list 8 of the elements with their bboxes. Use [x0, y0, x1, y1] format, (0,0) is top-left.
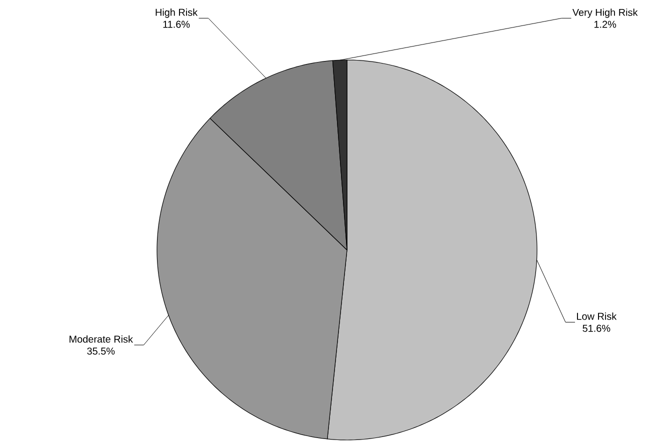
- slice-label: High Risk: [156, 8, 198, 18]
- data-label: 51.6%: [582, 324, 610, 332]
- slice-label: Low Risk: [577, 312, 617, 320]
- data-label: 35.5%: [87, 348, 115, 355]
- slice-label: Very High Risk: [572, 8, 638, 18]
- data-label: 11.6%: [163, 20, 190, 28]
- slice-label: Moderate Risk: [70, 335, 134, 343]
- data-label: 1.2%: [594, 20, 616, 28]
